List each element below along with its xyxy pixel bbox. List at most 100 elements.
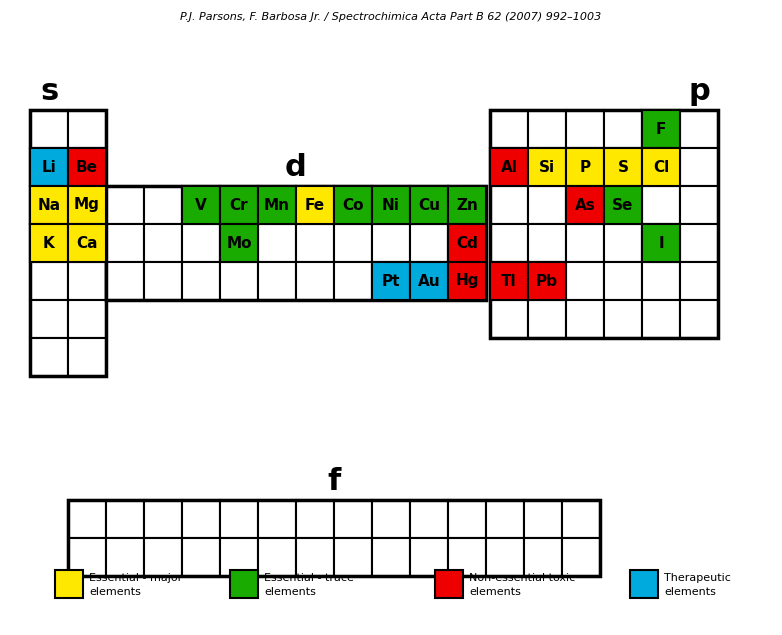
Text: Mg: Mg: [74, 197, 100, 213]
Bar: [30, 148, 68, 186]
Bar: [562, 500, 600, 538]
Bar: [528, 110, 566, 148]
Bar: [528, 148, 566, 186]
Bar: [604, 186, 642, 224]
Bar: [68, 148, 106, 186]
Text: Se: Se: [612, 197, 633, 213]
Bar: [630, 570, 658, 598]
Bar: [296, 186, 334, 224]
Bar: [220, 538, 258, 576]
Bar: [30, 186, 68, 224]
Bar: [448, 538, 486, 576]
Bar: [528, 300, 566, 338]
Text: Pt: Pt: [382, 274, 400, 288]
Bar: [524, 500, 562, 538]
Bar: [106, 500, 144, 538]
Bar: [220, 224, 258, 262]
Bar: [296, 224, 334, 262]
Text: Ca: Ca: [77, 236, 98, 250]
Bar: [642, 110, 680, 148]
Bar: [680, 224, 718, 262]
Bar: [566, 110, 604, 148]
Bar: [220, 262, 258, 300]
Text: elements: elements: [469, 587, 521, 597]
Bar: [106, 224, 144, 262]
Bar: [642, 224, 680, 262]
Text: Na: Na: [38, 197, 60, 213]
Bar: [68, 148, 106, 186]
Bar: [334, 500, 372, 538]
Text: Zn: Zn: [456, 197, 478, 213]
Bar: [448, 500, 486, 538]
Bar: [296, 186, 334, 224]
Bar: [448, 224, 486, 262]
Bar: [448, 186, 486, 224]
Bar: [448, 262, 486, 300]
Bar: [490, 186, 528, 224]
Bar: [642, 110, 680, 148]
Bar: [372, 186, 410, 224]
Bar: [604, 224, 642, 262]
Bar: [435, 570, 463, 598]
Bar: [68, 338, 106, 376]
Bar: [642, 262, 680, 300]
Text: elements: elements: [664, 587, 716, 597]
Text: Pb: Pb: [536, 274, 558, 288]
Bar: [490, 224, 528, 262]
Bar: [372, 500, 410, 538]
Bar: [642, 224, 680, 262]
Text: Ni: Ni: [382, 197, 400, 213]
Text: Fe: Fe: [305, 197, 325, 213]
Bar: [410, 538, 448, 576]
Text: I: I: [658, 236, 664, 250]
Bar: [490, 148, 528, 186]
Bar: [144, 186, 182, 224]
Text: S: S: [618, 159, 629, 175]
Bar: [258, 500, 296, 538]
Bar: [220, 186, 258, 224]
Bar: [68, 186, 106, 224]
Bar: [258, 224, 296, 262]
Text: Essential - trace: Essential - trace: [264, 573, 354, 583]
Bar: [68, 224, 106, 262]
Bar: [566, 224, 604, 262]
Bar: [334, 262, 372, 300]
Bar: [604, 110, 642, 148]
Text: Li: Li: [41, 159, 56, 175]
Bar: [68, 300, 106, 338]
Bar: [410, 186, 448, 224]
Bar: [490, 148, 528, 186]
Bar: [410, 262, 448, 300]
Bar: [680, 148, 718, 186]
Bar: [490, 262, 528, 300]
Bar: [680, 110, 718, 148]
Bar: [604, 148, 642, 186]
Text: Tl: Tl: [501, 274, 517, 288]
Bar: [220, 224, 258, 262]
Bar: [182, 186, 220, 224]
Bar: [68, 500, 106, 538]
Bar: [68, 500, 600, 576]
Bar: [30, 300, 68, 338]
Text: elements: elements: [89, 587, 141, 597]
Bar: [68, 262, 106, 300]
Bar: [30, 186, 68, 224]
Text: As: As: [575, 197, 595, 213]
Bar: [642, 148, 680, 186]
Bar: [30, 338, 68, 376]
Bar: [448, 224, 486, 262]
Bar: [182, 500, 220, 538]
Text: Mo: Mo: [226, 236, 252, 250]
Text: K: K: [43, 236, 55, 250]
Bar: [642, 300, 680, 338]
Text: d: d: [285, 154, 307, 182]
Bar: [410, 262, 448, 300]
Bar: [528, 148, 566, 186]
Bar: [30, 224, 68, 262]
Bar: [486, 538, 524, 576]
Bar: [182, 262, 220, 300]
Bar: [55, 570, 83, 598]
Bar: [258, 538, 296, 576]
Bar: [566, 186, 604, 224]
Bar: [106, 538, 144, 576]
